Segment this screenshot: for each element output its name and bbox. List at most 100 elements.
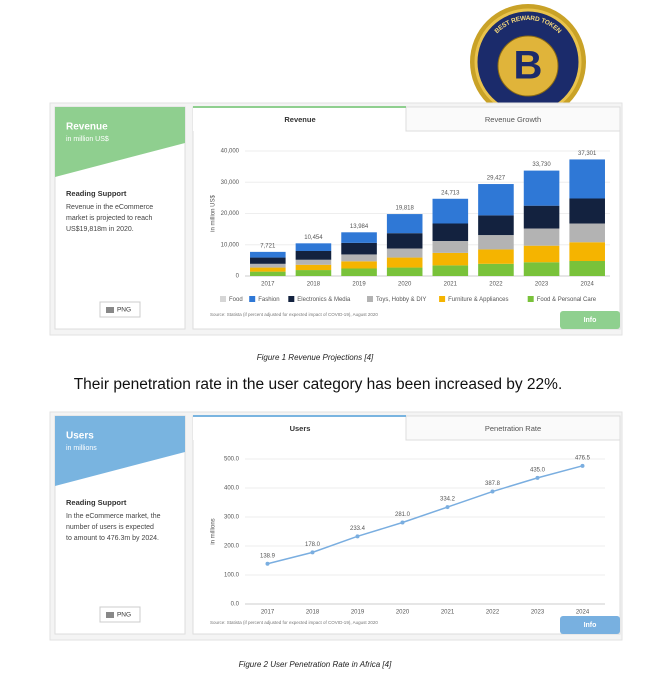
legend-swatch [367,296,373,302]
total-label: 10,454 [304,235,323,241]
legend-swatch [249,296,256,302]
source-note: Source: Statista (if percent adjusted fo… [210,312,378,317]
tab-active[interactable] [193,416,406,440]
panel-heading: Reading Support [66,189,127,198]
bar-segment [432,198,469,224]
bar-segment [478,235,514,250]
y-tick-label: 300.0 [224,515,240,521]
tab[interactable] [405,415,621,441]
bar-segment [478,263,514,276]
bar-segment [569,242,605,261]
bar-segment [386,267,423,276]
x-tick-label: 2019 [351,610,365,616]
total-label: 19,818 [396,206,415,212]
png-button[interactable] [99,301,141,318]
legend-label: Toys, Hobby & DIY [376,297,426,303]
bar-segment [478,184,514,216]
value-label: 178.0 [305,542,321,548]
bar-segment [523,228,560,246]
bar-segment [250,267,286,272]
point [310,550,315,555]
legend-label: Food & Personal Care [537,297,597,303]
panel-body: to amount to 476.3m by 2024. [66,535,159,542]
png-button[interactable] [99,606,141,623]
bar-segment [432,223,469,241]
png-icon [106,307,114,313]
value-label: 334.2 [440,497,456,503]
panel-subtitle: in millions [66,445,97,452]
tab-label: Users [290,424,311,433]
logo-letter: B [514,44,543,88]
source-note: Source: Statista (if percent adjusted fo… [210,620,378,625]
point [400,520,405,525]
bar-segment [386,248,423,258]
legend-label: Furniture & Appliances [448,297,508,303]
x-tick-label: 2022 [489,282,503,288]
series-line [267,465,583,565]
bar-segment [386,214,423,234]
point [580,463,585,468]
bar-segment [341,242,377,255]
bar-segment [523,262,560,276]
legend-label: Electronics & Media [297,297,351,303]
panel-title: Users [66,431,94,442]
bar-segment [569,198,605,224]
total-label: 33,730 [532,162,551,168]
x-tick-label: 2024 [581,282,595,288]
x-tick-label: 2020 [398,282,412,288]
total-label: 13,984 [350,224,369,230]
y-tick-label: 20,000 [221,211,240,217]
x-tick-label: 2022 [486,610,500,616]
y-tick-label: 0 [236,274,240,280]
png-button-label: PNG [117,612,131,619]
tab[interactable] [405,106,621,132]
png-button-label: PNG [117,307,131,314]
x-tick-label: 2023 [531,610,545,616]
y-tick-label: 100.0 [224,573,240,579]
legend-swatch [288,296,295,302]
y-axis-label: in million US$ [211,195,217,232]
total-label: 7,721 [260,243,276,249]
bar-segment [432,241,469,253]
x-tick-label: 2021 [441,610,455,616]
point [535,475,540,480]
side-card-header [55,416,185,486]
bar-segment [523,205,560,229]
panel-body: Revenue in the eCommerce [66,204,153,211]
png-icon [106,612,114,618]
chart-card [192,415,621,635]
x-tick-label: 2018 [307,282,321,288]
info-button[interactable] [560,311,620,329]
panel-body: number of users is expected [66,524,154,531]
tab-active[interactable] [193,107,406,131]
y-tick-label: 0.0 [231,602,240,608]
legend-swatch [220,296,226,302]
x-tick-label: 2024 [576,610,590,616]
tab-label: Revenue [284,115,315,124]
y-axis-label: in millions [211,518,217,544]
panel-body: US$19,818m in 2020. [66,226,134,233]
bar-segment [295,243,332,251]
bar-segment [250,257,286,264]
bar-segment [295,270,332,276]
bar-segment [569,159,605,199]
panel-title: Revenue [66,122,108,133]
body-sentence: Their penetration rate in the user categ… [74,376,563,393]
x-tick-label: 2018 [306,610,320,616]
y-tick-label: 400.0 [224,486,240,492]
panel-body: In the eCommerce market, the [66,513,161,520]
bar-segment [523,245,560,263]
bar-segment [569,223,605,243]
point [445,505,450,510]
bar-segment [523,170,560,206]
total-label: 24,713 [441,190,460,196]
bar-segment [386,233,423,249]
value-label: 387.8 [485,481,501,487]
bar-segment [250,271,286,276]
bar-segment [250,251,286,258]
info-button[interactable] [560,616,620,634]
x-tick-label: 2023 [535,282,549,288]
panel-body: market is projected to reach [66,215,152,222]
value-label: 476.5 [575,455,591,461]
bar-segment [432,252,469,266]
